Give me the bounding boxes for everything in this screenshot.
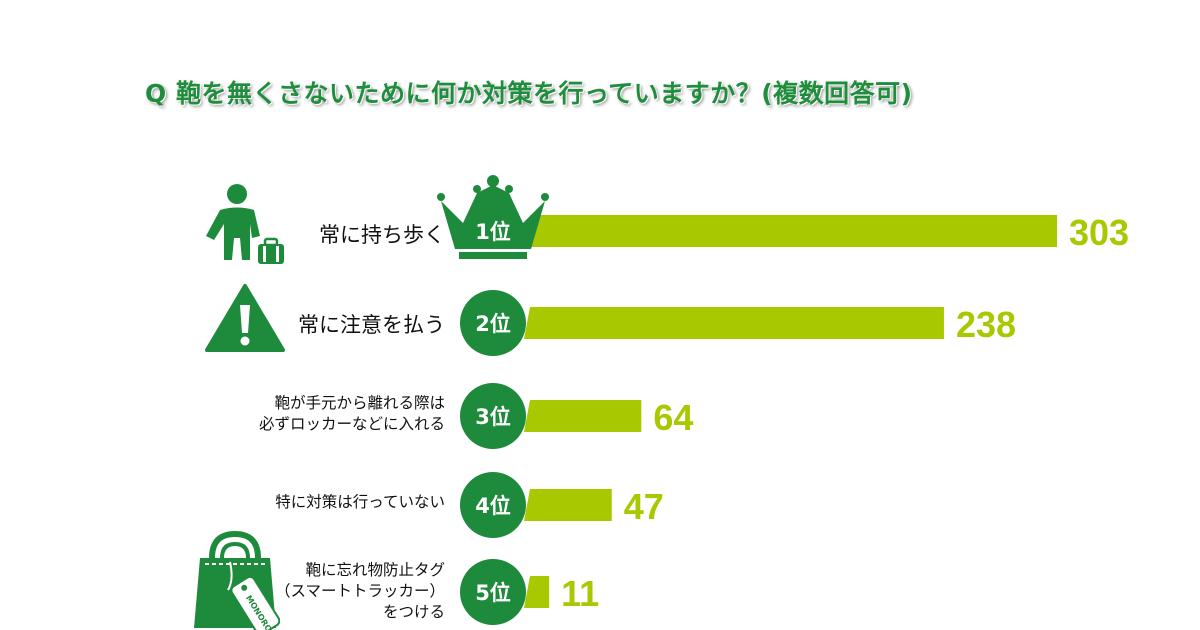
warning-icon [205, 284, 285, 352]
rank-label-1: 1位 [475, 220, 511, 244]
rank-badge-5 [460, 559, 526, 625]
bar-1 [524, 215, 1057, 247]
value-label-4: 47 [624, 486, 664, 527]
bar-4 [524, 489, 612, 521]
rank-label-5: 5位 [475, 581, 511, 605]
category-label-5: 鞄に忘れ物防止タグ （スマートトラッカー） をつける [274, 561, 445, 621]
value-label-5: 11 [561, 573, 599, 614]
category-label-2: 常に注意を払う [298, 313, 445, 337]
bar-5 [524, 576, 550, 608]
bag-with-tag-icon: MONORO [194, 530, 280, 630]
value-label-1: 303 [1069, 212, 1129, 253]
person-with-luggage-icon [206, 184, 284, 264]
value-label-2: 238 [956, 304, 1016, 345]
category-label-1: 常に持ち歩く [319, 223, 445, 247]
rank-label-2: 2位 [475, 312, 511, 336]
rank-label-4: 4位 [475, 494, 511, 518]
crown-badge-1 [437, 175, 549, 259]
category-label-4: 特に対策は行っていない [275, 493, 445, 511]
rank-label-3: 3位 [475, 405, 511, 429]
category-label-3: 鞄が手元から離れる際は 必ずロッカーなどに入れる [258, 394, 445, 433]
rank-badge-2 [460, 290, 526, 356]
bar-3 [524, 400, 642, 432]
rank-badge-3 [460, 383, 526, 449]
rank-badge-4 [460, 472, 526, 538]
chart-title: Q 鞄を無くさないために何か対策を行っていますか？(複数回答可) [145, 79, 913, 108]
value-label-3: 64 [653, 397, 693, 438]
bar-2 [524, 307, 944, 339]
